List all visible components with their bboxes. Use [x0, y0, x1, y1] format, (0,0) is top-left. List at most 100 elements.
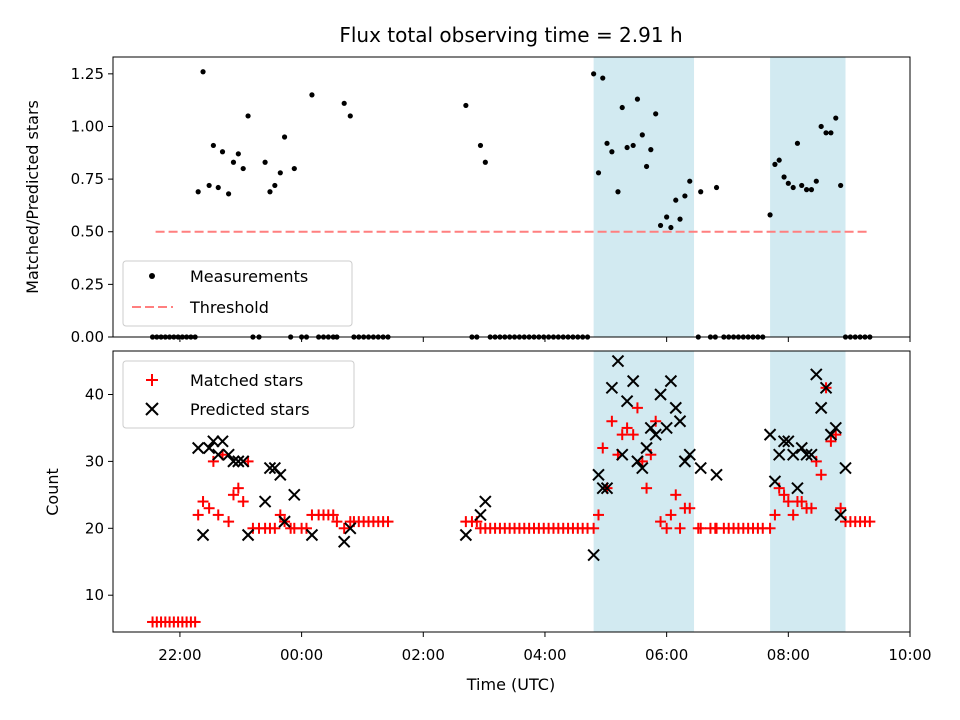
predicted-stars-point: [227, 455, 240, 468]
matched-stars-point: [674, 522, 686, 534]
predicted-stars-point: [305, 528, 319, 542]
matched-stars-point: [631, 402, 643, 414]
measurements-point: [200, 69, 206, 75]
matched-stars-point: [382, 516, 394, 528]
top-shaded-interval: [593, 57, 695, 337]
measurements-point: [657, 222, 664, 229]
legend-matched-label: Matched stars: [190, 371, 303, 390]
predicted-stars-point: [207, 435, 220, 448]
predicted-stars-point: [683, 448, 696, 461]
matched-stars-point: [796, 496, 808, 508]
measurements-point: [235, 151, 241, 157]
predicted-stars-point: [636, 461, 649, 475]
predicted-stars-point: [459, 528, 473, 542]
measurements-point: [781, 174, 787, 180]
predicted-stars-point: [786, 448, 800, 461]
top-x-ticks: [179, 337, 911, 342]
matched-stars-point: [825, 435, 837, 447]
matched-stars-point: [327, 509, 339, 521]
predicted-stars-point: [710, 468, 723, 481]
matched-stars-point: [764, 522, 776, 534]
measurements-point: [630, 142, 636, 149]
top-axes-frame: [112, 56, 911, 338]
predicted-stars-point: [222, 448, 235, 461]
measurements-point: [225, 191, 232, 197]
predicted-stars-point: [805, 448, 818, 461]
matched-stars-point: [621, 422, 633, 434]
predicted-stars-point: [626, 374, 640, 388]
matched-stars-point: [300, 522, 312, 534]
measurements-point: [267, 189, 273, 195]
predicted-stars-point: [640, 441, 653, 455]
top-y-axis-label: Matched/Predicted stars: [23, 100, 42, 294]
measurements-point: [833, 115, 839, 121]
predicted-stars-point: [834, 508, 847, 522]
predicted-stars-point: [819, 381, 833, 395]
predicted-stars-point: [782, 435, 795, 448]
top-y-tick-label: 0.75: [71, 170, 104, 188]
legend-predicted-marker: [145, 402, 159, 416]
matched-stars-point: [810, 455, 822, 467]
matched-stars-point: [338, 522, 350, 534]
matched-stars-point: [655, 516, 667, 528]
top-y-tick-label: 1.00: [71, 117, 104, 135]
top-legend-box: [122, 260, 353, 327]
predicted-stars-point: [587, 548, 600, 562]
x-axis-label: Time (UTC): [466, 675, 555, 694]
matched-stars-point: [606, 415, 618, 427]
predicted-stars-point: [772, 448, 786, 461]
predicted-stars-point: [814, 401, 828, 415]
predicted-stars-point: [777, 435, 791, 448]
top-shaded-intervals: [593, 57, 846, 337]
measurements-point: [634, 96, 641, 102]
measurements-point: [215, 184, 221, 191]
predicted-stars-point: [829, 421, 842, 435]
predicted-stars-point: [620, 394, 634, 408]
predicted-stars-point: [644, 421, 658, 435]
matched-stars-point: [593, 509, 605, 521]
matched-stars-point: [627, 429, 639, 441]
predicted-stars-point: [216, 435, 229, 448]
measurements-point: [281, 134, 288, 140]
measurements-point: [240, 165, 246, 172]
measurements-point: [813, 178, 819, 184]
bottom-shaded-interval: [770, 351, 846, 632]
predicted-stars-point: [678, 455, 692, 468]
measurements-point: [643, 163, 650, 170]
measurements-point: [698, 189, 704, 195]
measurements-point: [272, 182, 278, 189]
predicted-stars-point: [202, 441, 216, 455]
measurements-point: [482, 159, 488, 165]
matched-stars-point: [815, 469, 827, 481]
measurements-point: [591, 71, 597, 77]
matched-stars-point: [212, 509, 224, 521]
matched-stars-point: [331, 516, 343, 528]
predicted-stars-point: [600, 481, 614, 495]
measurements-point: [799, 182, 805, 189]
measurements-point: [347, 113, 353, 119]
measurements-point: [609, 149, 615, 155]
matched-stars-point: [805, 502, 817, 514]
bottom-legend: Matched stars Predicted stars: [122, 360, 355, 429]
legend-predicted-label: Predicted stars: [190, 400, 310, 419]
matched-stars-point: [588, 522, 600, 534]
bottom-legend-box: [122, 360, 355, 429]
measurements-point: [808, 187, 815, 193]
top-shaded-interval: [770, 57, 846, 337]
measurements-point: [653, 111, 659, 117]
matched-stars-point: [835, 502, 847, 514]
measurements-point: [823, 130, 829, 136]
predicted-stars-point: [839, 461, 852, 475]
predicted-stars-point: [236, 455, 250, 468]
matched-stars-point: [192, 509, 204, 521]
matched-stars-point: [650, 415, 662, 427]
measurements-point: [219, 149, 226, 155]
bottom-y-tick-label: 30: [85, 452, 104, 470]
measurements-point: [785, 180, 791, 186]
bottom-y-ticks: 10 20 30 40: [85, 385, 113, 604]
x-tick-label: 00:00: [280, 646, 323, 664]
predicted-stars-point: [258, 495, 272, 508]
predicted-stars-point: [669, 401, 682, 415]
measurements-point: [668, 224, 674, 231]
measurements-point: [687, 178, 693, 184]
